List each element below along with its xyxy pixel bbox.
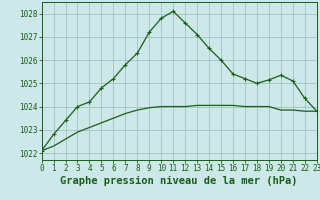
X-axis label: Graphe pression niveau de la mer (hPa): Graphe pression niveau de la mer (hPa) (60, 176, 298, 186)
